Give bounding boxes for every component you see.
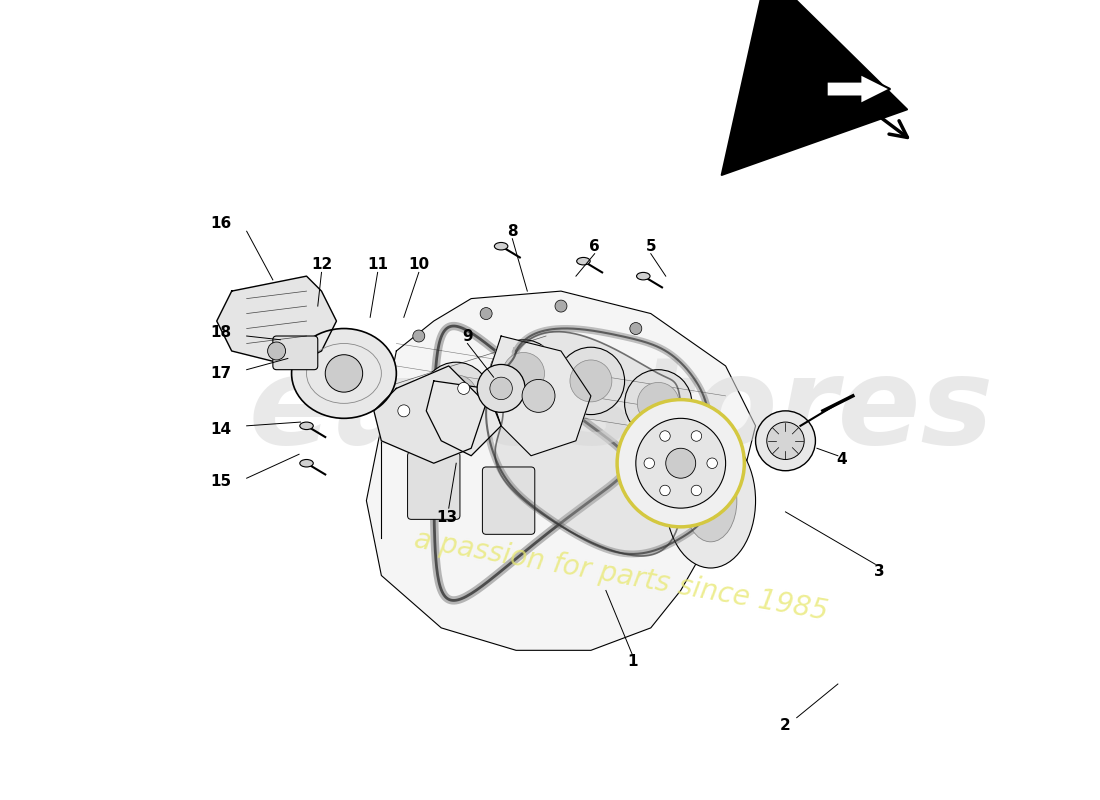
Text: 16: 16: [210, 216, 231, 231]
Circle shape: [756, 411, 815, 470]
Polygon shape: [427, 381, 502, 456]
Circle shape: [522, 379, 556, 412]
Text: 5: 5: [646, 238, 656, 254]
Polygon shape: [495, 332, 684, 556]
Circle shape: [767, 422, 804, 459]
Text: 13: 13: [437, 510, 458, 525]
Text: 9: 9: [462, 329, 473, 343]
Polygon shape: [217, 276, 337, 366]
Circle shape: [481, 307, 492, 319]
Text: 2: 2: [780, 718, 791, 733]
Circle shape: [625, 370, 692, 437]
Text: 6: 6: [590, 238, 600, 254]
Circle shape: [630, 322, 641, 334]
Polygon shape: [366, 291, 756, 650]
Circle shape: [326, 354, 363, 392]
Circle shape: [412, 330, 425, 342]
Circle shape: [490, 340, 558, 407]
Ellipse shape: [684, 459, 737, 542]
Text: 17: 17: [210, 366, 231, 381]
Ellipse shape: [300, 422, 313, 430]
Ellipse shape: [637, 273, 650, 280]
Text: 1: 1: [627, 654, 637, 669]
Circle shape: [691, 430, 702, 442]
Circle shape: [267, 342, 286, 360]
Circle shape: [458, 382, 470, 394]
Text: a passion for parts since 1985: a passion for parts since 1985: [411, 526, 829, 626]
Circle shape: [666, 448, 695, 478]
Text: 3: 3: [873, 564, 884, 579]
Ellipse shape: [576, 258, 591, 265]
Text: 8: 8: [507, 224, 518, 238]
Circle shape: [477, 365, 525, 412]
Ellipse shape: [494, 242, 508, 250]
Circle shape: [503, 353, 544, 394]
Text: eurostores: eurostores: [249, 352, 993, 470]
Text: 11: 11: [367, 258, 388, 273]
Text: 15: 15: [210, 474, 231, 490]
Circle shape: [436, 375, 477, 417]
Ellipse shape: [666, 434, 756, 568]
Circle shape: [691, 486, 702, 496]
Text: 14: 14: [210, 422, 231, 437]
Text: 12: 12: [311, 258, 332, 273]
Ellipse shape: [292, 329, 396, 418]
Circle shape: [636, 418, 726, 508]
Circle shape: [644, 458, 654, 469]
Circle shape: [637, 382, 679, 424]
Circle shape: [660, 430, 670, 442]
Text: 4: 4: [836, 452, 847, 467]
Circle shape: [617, 400, 745, 527]
Polygon shape: [374, 366, 486, 463]
Text: 10: 10: [408, 258, 429, 273]
Text: 18: 18: [210, 325, 231, 340]
Circle shape: [556, 300, 566, 312]
Polygon shape: [827, 74, 890, 104]
Polygon shape: [486, 336, 591, 456]
Circle shape: [660, 486, 670, 496]
Circle shape: [558, 347, 625, 414]
Circle shape: [707, 458, 717, 469]
Circle shape: [570, 360, 612, 402]
FancyBboxPatch shape: [408, 452, 460, 519]
Circle shape: [398, 405, 410, 417]
Ellipse shape: [300, 459, 313, 467]
FancyBboxPatch shape: [483, 467, 535, 534]
Circle shape: [422, 362, 490, 430]
FancyBboxPatch shape: [273, 336, 318, 370]
Circle shape: [490, 377, 513, 400]
